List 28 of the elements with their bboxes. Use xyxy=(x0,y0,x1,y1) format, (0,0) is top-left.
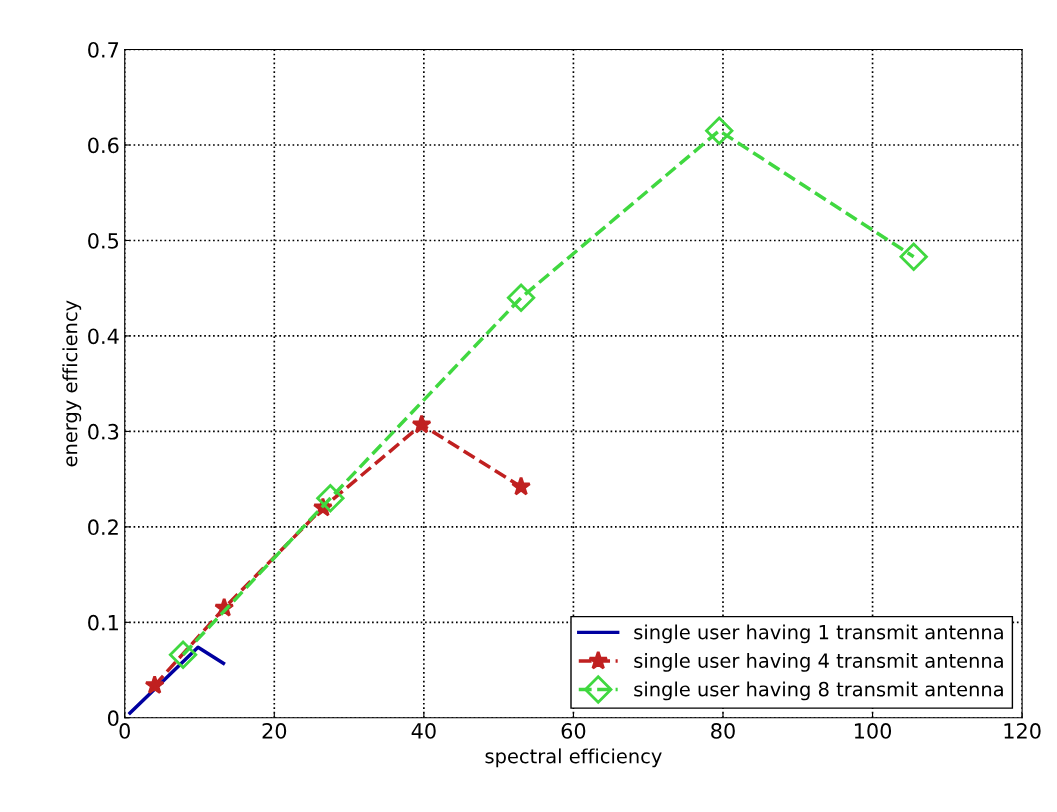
y-tick-label: 0.3 xyxy=(88,423,119,440)
y-tick-label: 0 xyxy=(107,710,119,727)
point xyxy=(411,414,432,434)
point xyxy=(168,640,198,669)
y-tick-label: 0.2 xyxy=(88,519,118,536)
point xyxy=(705,116,734,145)
legend-label: single user having 1 transmit antenna xyxy=(634,624,1003,644)
y-tick-label: 0.7 xyxy=(88,41,119,58)
x-tick-label: 60 xyxy=(561,723,586,739)
y-axis-title: energy efficiency xyxy=(62,300,82,467)
x-tick-label: 80 xyxy=(711,723,735,739)
point xyxy=(316,484,345,513)
point xyxy=(511,476,532,496)
legend-label: single user having 8 transmit antenna xyxy=(634,681,1003,701)
x-tick-label: 20 xyxy=(262,723,287,739)
point xyxy=(506,283,536,312)
x-tick-label: 40 xyxy=(411,723,436,739)
x-tick-label: 120 xyxy=(1004,723,1041,739)
y-tick-label: 0.5 xyxy=(88,232,119,249)
x-tick-label: 0 xyxy=(119,723,130,739)
legend-label: single user having 4 transmit antenna xyxy=(634,652,1003,672)
point xyxy=(144,674,165,695)
y-tick-label: 0.6 xyxy=(88,137,119,154)
point xyxy=(899,242,928,271)
x-tick-label: 100 xyxy=(854,723,892,739)
y-tick-label: 0.1 xyxy=(88,614,118,631)
x-axis-title: spectral efficiency xyxy=(485,748,662,768)
y-tick-label: 0.4 xyxy=(88,328,119,345)
